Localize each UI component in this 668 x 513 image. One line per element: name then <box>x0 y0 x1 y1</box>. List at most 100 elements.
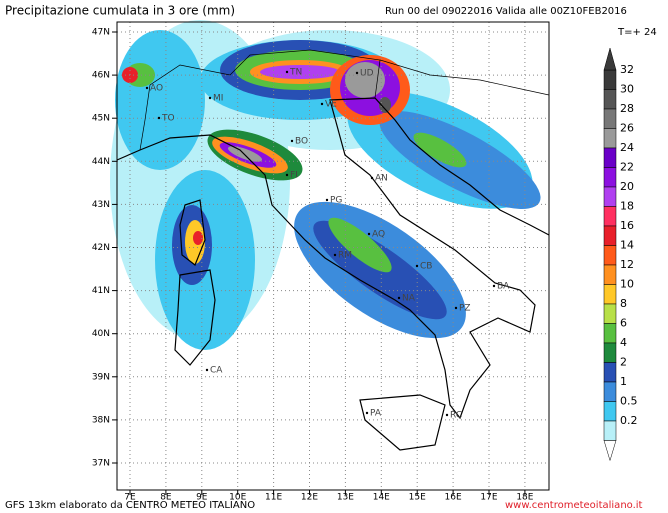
city-dot <box>454 306 458 310</box>
colorbar-label: 10 <box>620 278 634 291</box>
colorbar-swatch <box>603 381 617 402</box>
city-dot <box>445 413 449 417</box>
city-dot <box>397 296 401 300</box>
lon-label: 7E <box>124 493 136 503</box>
colorbar-label: 12 <box>620 258 634 271</box>
lat-label: 40N <box>92 329 110 339</box>
colorbar-swatch <box>603 420 617 441</box>
colorbar-swatch <box>603 69 617 90</box>
colorbar-swatch <box>603 284 617 305</box>
lat-label: 39N <box>92 372 110 382</box>
city-label: BO <box>295 137 308 147</box>
city-label: TN <box>289 68 302 78</box>
colorbar-swatch <box>603 401 617 422</box>
city-label: CA <box>210 366 223 376</box>
lon-label: 8E <box>160 493 172 503</box>
city-label: PZ <box>459 304 471 314</box>
city-label: AQ <box>372 230 385 240</box>
run-info: Run 00 del 09022016 Valida alle 00Z10FEB… <box>385 6 627 17</box>
colorbar-swatch <box>603 303 617 324</box>
lat-label: 44N <box>92 157 110 167</box>
city-dot <box>370 176 374 180</box>
city-dot <box>208 96 212 100</box>
colorbar-label: 16 <box>620 219 634 232</box>
colorbar-label: 20 <box>620 180 634 193</box>
city-label: CB <box>420 262 432 272</box>
city-label: UD <box>360 69 374 79</box>
colorbar-label: 0.2 <box>620 414 638 427</box>
colorbar-bottom-arrow <box>603 440 617 462</box>
coastlines <box>116 21 550 491</box>
city-dot <box>415 264 419 268</box>
colorbar-swatch <box>603 128 617 149</box>
city-dot <box>157 116 161 120</box>
lat-label: 41N <box>92 286 110 296</box>
lon-label: 15E <box>409 493 426 503</box>
lon-label: 17E <box>480 493 497 503</box>
colorbar-swatch <box>603 245 617 266</box>
lon-label: 11E <box>265 493 282 503</box>
forecast-step: T=+ 24 <box>617 27 657 38</box>
colorbar-label: 2 <box>620 356 627 369</box>
city-label: PG <box>330 196 342 206</box>
colorbar-label: 32 <box>620 63 634 76</box>
city-label: RC <box>450 411 462 421</box>
colorbar-label: 0.5 <box>620 395 638 408</box>
colorbar-swatch <box>603 225 617 246</box>
city-dot <box>145 86 149 90</box>
colorbar-label: 30 <box>620 83 634 96</box>
city-label: MI <box>213 94 223 104</box>
colorbar-swatch <box>603 264 617 285</box>
lat-label: 45N <box>92 114 110 124</box>
colorbar-swatch <box>603 186 617 207</box>
colorbar-label: 22 <box>620 161 634 174</box>
colorbar-label: 6 <box>620 317 627 330</box>
city-labels: AO TO MI TN VE UD BO FI AN PG AQ RM CB BA NA PZ CA PA RC <box>145 68 510 421</box>
city-dot <box>205 368 209 372</box>
colorbar-swatch <box>603 167 617 188</box>
lat-label: 47N <box>92 28 110 38</box>
colorbar-label: 8 <box>620 297 627 310</box>
colorbar-label: 26 <box>620 122 634 135</box>
lat-label: 46N <box>92 71 110 81</box>
colorbar-swatch <box>603 89 617 110</box>
lon-label: 12E <box>301 493 318 503</box>
colorbar-swatch <box>603 342 617 363</box>
lon-label: 10E <box>229 493 246 503</box>
lat-label: 43N <box>92 200 110 210</box>
title: Precipitazione cumulata in 3 ore (mm) <box>5 4 235 18</box>
lat-label: 38N <box>92 415 110 425</box>
colorbar-swatch <box>603 206 617 227</box>
colorbar-swatch <box>603 147 617 168</box>
city-dot <box>325 198 329 202</box>
lat-label: 37N <box>92 459 110 469</box>
city-dot <box>290 139 294 143</box>
city-dot <box>285 70 289 74</box>
lon-label: 13E <box>337 493 354 503</box>
city-label: PA <box>370 409 382 419</box>
colorbar-label: 24 <box>620 141 634 154</box>
city-dot <box>285 173 289 177</box>
colorbar-label: 18 <box>620 200 634 213</box>
city-dot <box>367 232 371 236</box>
lon-label: 9E <box>196 493 208 503</box>
lon-label: 18E <box>516 493 533 503</box>
footer-model: GFS 13km elaborato da CENTRO METEO ITALI… <box>5 500 255 511</box>
city-dot <box>320 102 324 106</box>
lat-label: 42N <box>92 243 110 253</box>
footer-site: www.centrometeoitaliano.it <box>505 500 643 511</box>
city-label: AN <box>375 174 388 184</box>
city-label: AO <box>150 84 163 94</box>
city-dot <box>333 253 337 257</box>
city-dot <box>492 284 496 288</box>
colorbar-swatch <box>603 362 617 383</box>
lon-label: 14E <box>373 493 390 503</box>
colorbar-label: 4 <box>620 336 627 349</box>
graticule: 47N 46N 45N 44N 43N 42N 41N 40N 39N 38N 37N 7E 8E 9E 1… <box>92 22 549 503</box>
city-label: NA <box>402 294 416 304</box>
colorbar-label: 28 <box>620 102 634 115</box>
colorbar-swatch <box>603 108 617 129</box>
city-dot <box>365 411 369 415</box>
lon-label: 16E <box>445 493 462 503</box>
